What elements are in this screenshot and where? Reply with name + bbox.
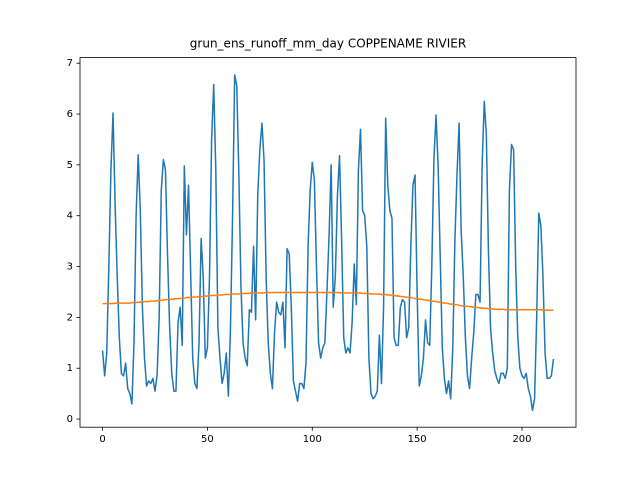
y-tick-label: 2 — [67, 312, 73, 323]
x-tick-label: 200 — [512, 434, 531, 445]
y-tick-label: 3 — [67, 262, 73, 273]
data-line — [102, 291, 554, 312]
y-tick-label: 6 — [67, 109, 73, 120]
y-tick-label: 1 — [67, 363, 73, 374]
chart-title: grun_ens_runoff_mm_day COPPENAME RIVIER — [190, 37, 466, 51]
y-tick-label: 0 — [67, 414, 73, 425]
data-line — [101, 74, 555, 412]
x-tick-label: 50 — [201, 434, 214, 445]
plot-frame — [79, 57, 577, 428]
x-tick-label: 0 — [99, 434, 105, 445]
y-tick-label: 4 — [67, 211, 73, 222]
x-tick-label: 100 — [303, 434, 322, 445]
x-tick-label: 150 — [408, 434, 427, 445]
y-tick-label: 7 — [67, 58, 73, 69]
y-tick-label: 5 — [67, 160, 73, 171]
